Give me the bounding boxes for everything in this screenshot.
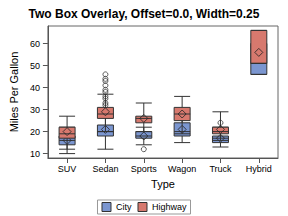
svg-text:20: 20	[30, 127, 40, 137]
svg-text:Hybrid: Hybrid	[246, 164, 272, 174]
svg-text:30: 30	[30, 105, 40, 115]
svg-text:Type: Type	[151, 178, 175, 190]
svg-text:50: 50	[30, 61, 40, 71]
svg-text:Wagon: Wagon	[168, 164, 196, 174]
svg-text:60: 60	[30, 39, 40, 49]
svg-text:Sedan: Sedan	[92, 164, 118, 174]
svg-text:10: 10	[30, 149, 40, 159]
svg-text:40: 40	[30, 83, 40, 93]
svg-text:Sports: Sports	[131, 164, 158, 174]
svg-text:Truck: Truck	[209, 164, 232, 174]
svg-text:Miles Per Gallon: Miles Per Gallon	[8, 52, 20, 133]
svg-text:SUV: SUV	[58, 164, 77, 174]
svg-text:Highway: Highway	[152, 202, 187, 212]
svg-text:City: City	[116, 202, 132, 212]
svg-text:Two Box Overlay, Offset=0.0, W: Two Box Overlay, Offset=0.0, Width=0.25	[29, 7, 260, 21]
